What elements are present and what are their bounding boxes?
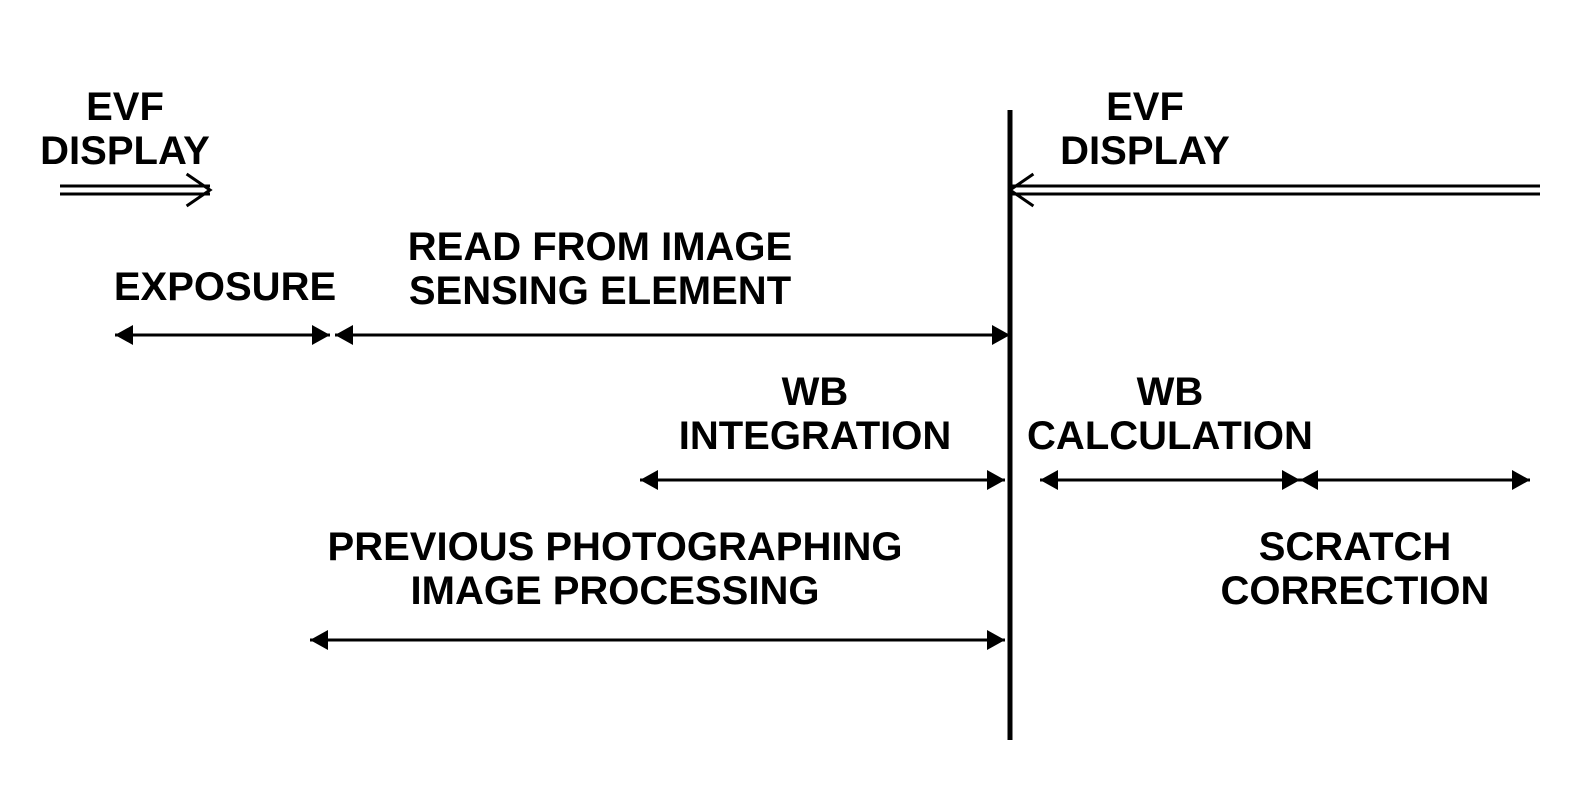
label-read: READ FROM IMAGESENSING ELEMENT: [408, 225, 792, 313]
label-evf-left: EVFDISPLAY: [40, 85, 210, 173]
label-evf-right: EVFDISPLAY: [1060, 85, 1230, 173]
timing-diagram: EVFDISPLAY EVFDISPLAY EXPOSURE READ FROM IM…: [0, 0, 1585, 790]
label-exposure: EXPOSURE: [114, 265, 336, 309]
label-wb-int: WBINTEGRATION: [679, 370, 952, 458]
label-wb-calc: WBCALCULATION: [1027, 370, 1313, 458]
label-prev: PREVIOUS PHOTOGRAPHINGIMAGE PROCESSING: [328, 525, 903, 613]
label-scratch: SCRATCHCORRECTION: [1221, 525, 1490, 613]
